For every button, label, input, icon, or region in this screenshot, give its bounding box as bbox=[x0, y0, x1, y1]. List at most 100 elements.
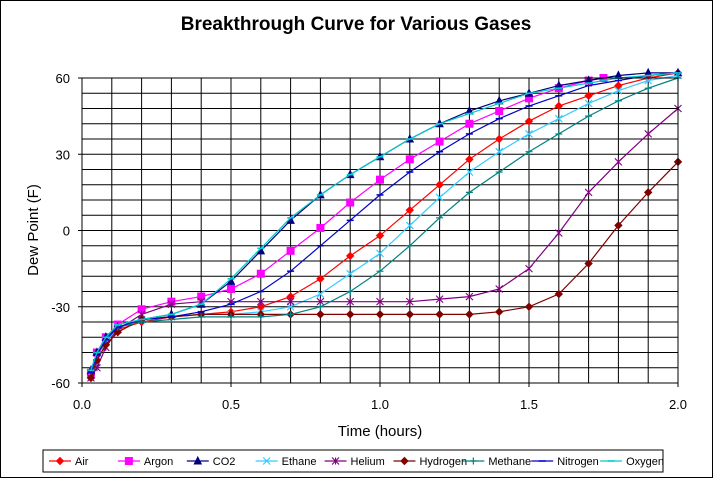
data-point-air bbox=[465, 155, 474, 164]
legend-label-air: Air bbox=[75, 456, 89, 468]
data-point-helium bbox=[525, 264, 533, 273]
data-point-argon bbox=[256, 269, 265, 278]
data-point-hydrogen bbox=[405, 310, 415, 319]
data-point-helium bbox=[465, 292, 474, 301]
series-oxygen bbox=[87, 72, 682, 372]
data-point-air bbox=[316, 274, 325, 283]
data-point-ethane bbox=[405, 221, 414, 230]
legend-label-nitrogen: Nitrogen bbox=[557, 456, 599, 468]
data-point-hydrogen bbox=[584, 259, 593, 268]
y-tick-label: 0 bbox=[63, 224, 70, 239]
data-point-methane bbox=[644, 84, 652, 92]
data-point-hydrogen bbox=[113, 327, 122, 337]
legend: Air Argon CO2 Ethane Helium Hydrogen Methane Ni… bbox=[42, 449, 664, 473]
legend-label-argon: Argon bbox=[144, 456, 173, 468]
chart-title: Breakthrough Curve for Various Gases bbox=[181, 14, 532, 35]
data-point-helium bbox=[405, 297, 414, 306]
legend-label-oxygen: Oxygen bbox=[626, 456, 664, 468]
data-point-methane bbox=[287, 310, 295, 318]
data-point-hydrogen bbox=[316, 310, 325, 319]
data-point-air bbox=[554, 101, 564, 111]
x-tick-label: 1.0 bbox=[371, 397, 389, 412]
data-point-hydrogen bbox=[375, 310, 385, 319]
x-tick-label: 0.5 bbox=[222, 397, 240, 412]
data-point-helium bbox=[256, 297, 265, 306]
data-point-methane bbox=[406, 242, 414, 250]
data-point-helium bbox=[376, 297, 384, 306]
y-tick-label: -30 bbox=[51, 300, 70, 315]
data-point-ethane bbox=[465, 168, 474, 176]
data-point-air bbox=[345, 251, 355, 261]
y-tick-label: 60 bbox=[56, 71, 70, 86]
data-point-ethane bbox=[525, 129, 533, 138]
data-point-methane bbox=[376, 267, 384, 275]
y-tick-label: 30 bbox=[56, 147, 70, 162]
data-point-hydrogen bbox=[524, 302, 534, 311]
data-point-argon bbox=[405, 155, 414, 164]
data-point-ethane bbox=[376, 249, 384, 258]
data-point-hydrogen bbox=[86, 373, 96, 383]
legend-label-helium: Helium bbox=[351, 456, 385, 468]
legend-marker-methane bbox=[469, 457, 477, 465]
legend-label-hydrogen: Hydrogen bbox=[419, 456, 467, 468]
data-point-argon bbox=[286, 246, 295, 255]
data-point-methane bbox=[525, 148, 533, 156]
data-point-hydrogen bbox=[614, 221, 623, 230]
data-point-helium bbox=[554, 229, 563, 237]
legend-marker-ethane bbox=[262, 457, 271, 465]
data-point-ethane bbox=[495, 147, 504, 156]
data-point-methane bbox=[436, 214, 444, 222]
data-point-air bbox=[405, 205, 415, 215]
data-point-helium bbox=[286, 297, 295, 306]
legend-label-ethane: Ethane bbox=[282, 456, 317, 468]
data-point-air bbox=[584, 91, 593, 100]
legend-marker-helium bbox=[331, 457, 340, 465]
grid-lines bbox=[82, 78, 678, 383]
data-point-ethane bbox=[435, 193, 444, 202]
data-point-argon bbox=[376, 175, 384, 184]
data-point-helium bbox=[346, 297, 355, 306]
data-point-ethane bbox=[584, 99, 593, 108]
data-point-argon bbox=[227, 284, 235, 293]
data-point-hydrogen bbox=[435, 310, 444, 319]
data-point-methane bbox=[585, 112, 593, 120]
x-tick-label: 2.0 bbox=[669, 397, 687, 412]
data-point-hydrogen bbox=[345, 310, 355, 319]
data-point-helium bbox=[495, 285, 504, 293]
data-point-argon bbox=[316, 223, 325, 232]
data-point-methane bbox=[197, 313, 205, 321]
data-point-air bbox=[614, 81, 623, 90]
data-point-helium bbox=[614, 157, 623, 166]
data-point-hydrogen bbox=[465, 310, 474, 319]
data-point-methane bbox=[495, 168, 503, 176]
data-point-helium bbox=[435, 295, 444, 304]
x-tick-label: 1.5 bbox=[520, 397, 538, 412]
data-point-air bbox=[435, 180, 444, 189]
data-point-ethane bbox=[554, 114, 563, 123]
data-point-argon bbox=[435, 137, 444, 146]
y-tick-label: -60 bbox=[51, 376, 70, 391]
data-point-ethane bbox=[614, 86, 623, 95]
data-point-argon bbox=[346, 198, 355, 207]
data-point-hydrogen bbox=[494, 307, 504, 317]
y-axis-title: Dew Point (F) bbox=[25, 184, 42, 276]
tick-labels: 60 30 0 -30 -600.0 0.5 1.0 1.5 2.0 bbox=[51, 71, 687, 412]
legend-marker-air bbox=[55, 456, 65, 466]
series-layer bbox=[86, 67, 683, 383]
data-point-ethane bbox=[346, 269, 355, 278]
data-point-helium bbox=[167, 300, 176, 309]
data-point-argon bbox=[465, 119, 474, 128]
data-point-argon bbox=[495, 107, 504, 116]
data-point-methane bbox=[614, 97, 622, 105]
legend-marker-co2 bbox=[193, 455, 203, 465]
data-point-air bbox=[375, 231, 385, 240]
legend-marker-hydrogen bbox=[400, 456, 409, 466]
data-point-helium bbox=[584, 188, 593, 197]
data-point-hydrogen bbox=[554, 289, 564, 299]
x-tick-label: 0.0 bbox=[73, 397, 91, 412]
data-point-hydrogen bbox=[643, 188, 653, 197]
data-point-air bbox=[494, 134, 504, 144]
data-point-helium bbox=[644, 130, 653, 138]
